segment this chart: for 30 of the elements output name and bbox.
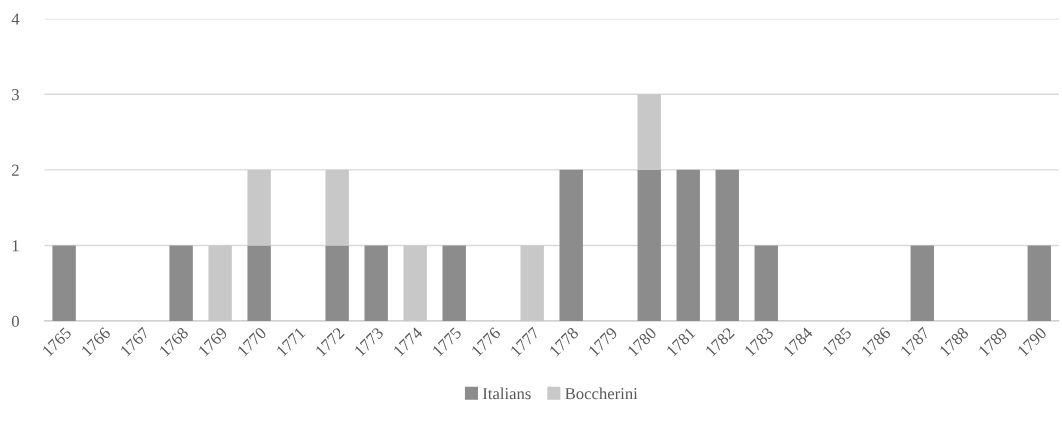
bar [754, 245, 778, 322]
bar [442, 245, 466, 322]
bar [169, 245, 193, 322]
y-tick-label: 4 [11, 13, 20, 25]
bar [715, 169, 739, 322]
y-tick-label: 1 [12, 240, 19, 252]
x-tick-label: 1780 [627, 326, 658, 357]
y-tick-label: 2 [12, 164, 19, 176]
bar [247, 245, 271, 322]
y-tick-label: 3 [12, 89, 19, 101]
bar [247, 169, 271, 246]
bar [676, 169, 700, 322]
x-tick-label: 1788 [939, 326, 970, 357]
bar [559, 169, 583, 322]
x-tick-label: 1789 [978, 326, 1009, 357]
legend-label: Boccherini [565, 387, 638, 400]
x-tick-label: 1790 [1017, 326, 1048, 357]
x-tick-label: 1783 [744, 326, 775, 357]
bar [910, 245, 934, 322]
bar [52, 245, 76, 322]
bar [637, 169, 661, 322]
x-tick-label: 1782 [705, 326, 735, 357]
bar [364, 245, 388, 322]
bar [325, 169, 349, 246]
bar [637, 94, 661, 170]
bar [1027, 245, 1052, 322]
x-tick-label: 1781 [666, 326, 696, 357]
legend-label: Italians [482, 387, 531, 400]
y-tick-label: 0 [11, 315, 19, 327]
bar [325, 245, 349, 322]
